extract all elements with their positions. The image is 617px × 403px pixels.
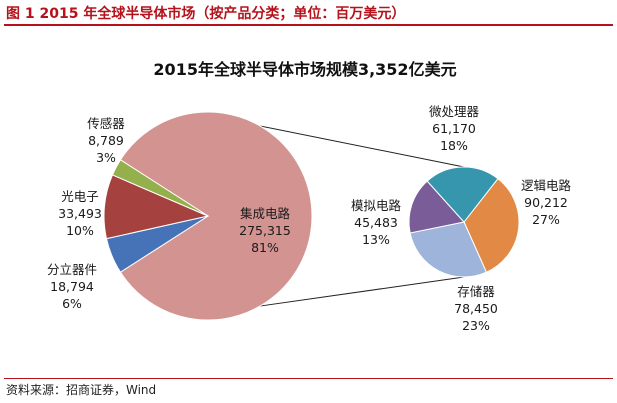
data-label-sub-2-percent: 13% (362, 232, 390, 247)
data-label-sub-3-percent: 18% (440, 138, 468, 153)
data-label-main-3-name: 传感器 (87, 116, 125, 131)
data-label-sub-0: 逻辑电路 90,212 27% (521, 178, 572, 227)
connector-top-line (259, 125, 465, 168)
data-label-main-0-name: 集成电路 (240, 206, 291, 221)
footer-divider (4, 378, 613, 379)
data-label-main-1-value: 18,794 (50, 279, 94, 294)
chart-title: 2015年全球半导体市场规模3,352亿美元 (153, 60, 456, 79)
data-label-sub-2-name: 模拟电路 (351, 198, 402, 213)
sub-slice-1 (409, 221, 488, 278)
sub-slice-0 (463, 177, 520, 273)
data-label-main-3-percent: 3% (96, 150, 116, 165)
main-pie (103, 111, 313, 321)
data-label-main-1-percent: 6% (62, 296, 82, 311)
data-label-sub-2-value: 45,483 (354, 215, 398, 230)
data-label-main-2-percent: 10% (66, 223, 94, 238)
title-divider (4, 24, 613, 26)
data-label-sub-1-name: 存储器 (457, 284, 495, 299)
pie-of-pie-chart: 2015年全球半导体市场规模3,352亿美元 集成电路 275,315 81% 分立器… (47, 60, 572, 333)
connector-bottom-line (259, 276, 465, 307)
data-label-sub-1-percent: 23% (462, 318, 490, 333)
data-labels: 集成电路 275,315 81% 分立器件 18,794 6% 光电子 33,493 10% 传感… (47, 104, 572, 333)
sub-slice-2 (408, 180, 465, 234)
data-label-sub-3-value: 61,170 (432, 121, 476, 136)
data-label-main-2: 光电子 33,493 10% (58, 189, 102, 238)
data-label-sub-3-name: 微处理器 (429, 104, 480, 119)
data-label-sub-1-value: 78,450 (454, 301, 498, 316)
data-label-main-0-percent: 81% (251, 240, 279, 255)
figure-title: 图 1 2015 年全球半导体市场（按产品分类；单位：百万美元） (6, 6, 406, 22)
main-slice-3 (111, 159, 209, 217)
source-note: 资料来源：招商证券，Wind (6, 383, 157, 397)
sub-pie (408, 166, 520, 278)
connector-lines (259, 125, 465, 307)
data-label-main-3: 传感器 8,789 3% (87, 116, 125, 165)
data-label-main-2-value: 33,493 (58, 206, 102, 221)
data-label-main-2-name: 光电子 (61, 189, 99, 204)
data-label-sub-0-name: 逻辑电路 (521, 178, 572, 193)
data-label-main-1-name: 分立器件 (47, 262, 97, 277)
data-label-sub-3: 微处理器 61,170 18% (429, 104, 480, 153)
sub-slice-3 (426, 166, 499, 223)
data-label-main-3-value: 8,789 (88, 133, 124, 148)
data-label-sub-1: 存储器 78,450 23% (454, 284, 498, 333)
data-label-main-1: 分立器件 18,794 6% (47, 262, 97, 311)
data-label-main-0: 集成电路 275,315 81% (239, 206, 291, 255)
data-label-sub-0-percent: 27% (532, 212, 560, 227)
main-slice-0 (119, 111, 313, 321)
data-label-main-0-value: 275,315 (239, 223, 291, 238)
data-label-sub-0-value: 90,212 (524, 195, 568, 210)
data-label-sub-2: 模拟电路 45,483 13% (351, 198, 402, 247)
